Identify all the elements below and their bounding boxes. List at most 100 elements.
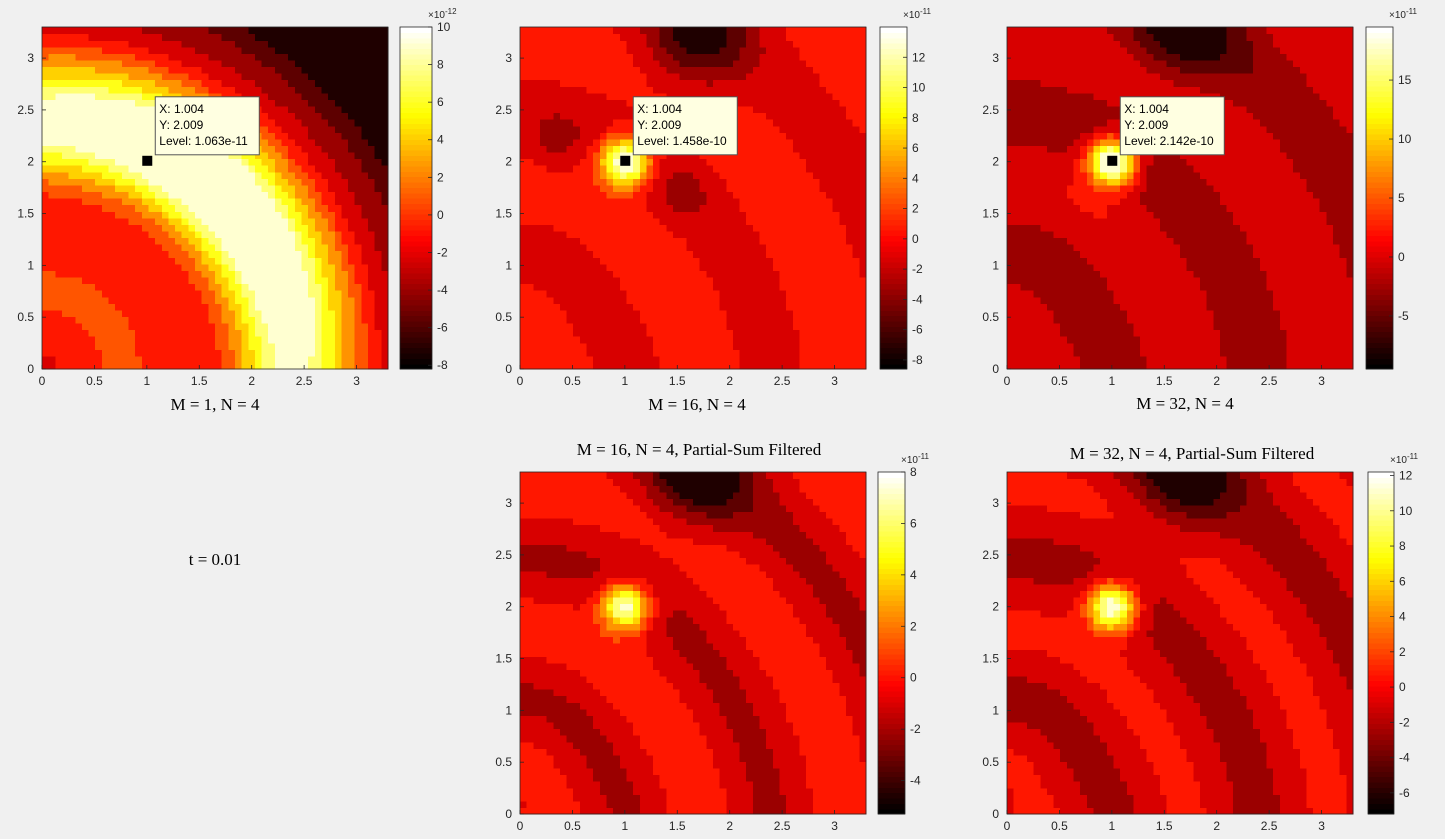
contour-cell	[222, 270, 229, 277]
contour-cell	[646, 264, 653, 271]
contour-cell	[593, 330, 600, 337]
contour-cell	[527, 277, 534, 284]
contour-cell	[155, 27, 162, 34]
contour-cell	[700, 270, 707, 277]
contour-cell	[640, 362, 647, 369]
contour-cell	[248, 290, 255, 297]
contour-cell	[753, 60, 760, 67]
contour-cell	[341, 336, 348, 343]
contour-cell	[368, 172, 375, 179]
contour-cell	[766, 251, 773, 258]
contour-cell	[760, 86, 767, 93]
contour-cell	[102, 224, 109, 231]
contour-cell	[75, 349, 82, 356]
contour-cell	[115, 40, 122, 47]
contour-cell	[162, 218, 169, 225]
contour-cell	[62, 185, 69, 192]
contour-cell	[222, 237, 229, 244]
contour-cell	[288, 126, 295, 133]
contour-cell	[626, 198, 633, 205]
contour-cell	[55, 191, 62, 198]
contour-cell	[361, 40, 368, 47]
contour-cell	[308, 53, 315, 60]
contour-cell	[62, 257, 69, 264]
contour-cell	[182, 284, 189, 291]
contour-cell	[335, 218, 342, 225]
contour-cell	[135, 185, 142, 192]
contour-cell	[49, 205, 56, 212]
contour-cell	[706, 323, 713, 330]
contour-cell	[773, 145, 780, 152]
contour-cell	[308, 336, 315, 343]
contour-cell	[42, 290, 49, 297]
contour-cell	[547, 303, 554, 310]
contour-cell	[587, 73, 594, 80]
contour-cell	[573, 323, 580, 330]
contour-cell	[760, 172, 767, 179]
contour-cell	[122, 277, 129, 284]
contour-cell	[188, 237, 195, 244]
contour-cell	[607, 159, 614, 166]
contour-cell	[228, 303, 235, 310]
contour-cell	[255, 47, 262, 54]
contour-cell	[202, 303, 209, 310]
datatip-marker[interactable]	[142, 156, 152, 166]
contour-cell	[208, 336, 215, 343]
contour-cell	[82, 47, 89, 54]
contour-cell	[613, 323, 620, 330]
contour-cell	[527, 290, 534, 297]
contour-cell	[733, 224, 740, 231]
contour-cell	[760, 145, 767, 152]
contour-cell	[75, 237, 82, 244]
contour-cell	[242, 257, 249, 264]
contour-cell	[135, 297, 142, 304]
contour-cell	[600, 218, 607, 225]
contour-cell	[341, 349, 348, 356]
contour-cell	[666, 257, 673, 264]
contour-cell	[275, 185, 282, 192]
contour-cell	[567, 257, 574, 264]
contour-cell	[162, 237, 169, 244]
contour-cell	[75, 152, 82, 159]
contour-cell	[746, 93, 753, 100]
contour-cell	[368, 119, 375, 126]
contour-cell	[89, 270, 96, 277]
contour-cell	[726, 198, 733, 205]
contour-cell	[135, 270, 142, 277]
contour-cell	[626, 303, 633, 310]
contour-cell	[109, 126, 116, 133]
contour-cell	[328, 336, 335, 343]
contour-cell	[620, 191, 627, 198]
contour-cell	[693, 86, 700, 93]
contour-cell	[215, 165, 222, 172]
contour-cell	[773, 60, 780, 67]
contour-cell	[275, 231, 282, 238]
contour-cell	[82, 356, 89, 363]
contour-cell	[361, 139, 368, 146]
contour-cell	[355, 165, 362, 172]
contour-cell	[786, 224, 793, 231]
contour-cell	[302, 244, 309, 251]
contour-cell	[129, 224, 136, 231]
contour-cell	[633, 316, 640, 323]
contour-cell	[646, 231, 653, 238]
contour-cell	[381, 264, 388, 271]
contour-cell	[308, 244, 315, 251]
contour-cell	[587, 264, 594, 271]
contour-cell	[188, 73, 195, 80]
contour-cell	[381, 73, 388, 80]
contour-cell	[620, 224, 627, 231]
contour-cell	[553, 119, 560, 126]
contour-cell	[55, 145, 62, 152]
contour-cell	[381, 172, 388, 179]
contour-cell	[660, 47, 667, 54]
contour-cell	[341, 323, 348, 330]
contour-cell	[780, 205, 787, 212]
contour-cell	[142, 290, 149, 297]
colorbar-segment	[400, 294, 432, 300]
contour-cell	[182, 323, 189, 330]
contour-cell	[122, 205, 129, 212]
contour-cell	[547, 185, 554, 192]
colorbar-segment	[400, 316, 432, 322]
contour-cell	[527, 66, 534, 73]
